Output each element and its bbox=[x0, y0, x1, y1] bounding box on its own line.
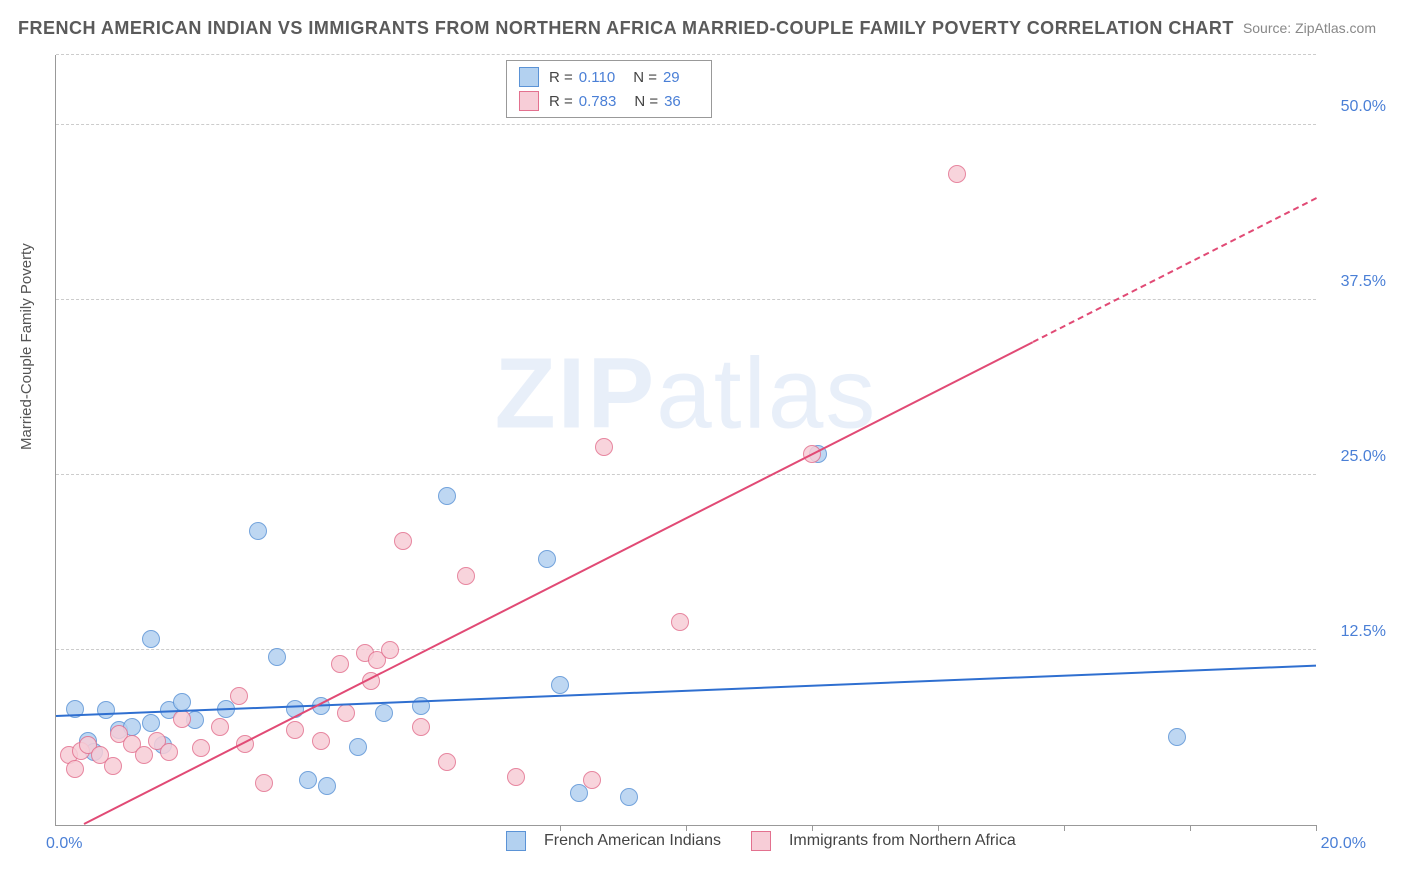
scatter-point bbox=[142, 630, 160, 648]
scatter-point bbox=[412, 718, 430, 736]
legend-n-label: N = bbox=[633, 69, 657, 86]
scatter-point bbox=[349, 738, 367, 756]
legend-r-value: 0.110 bbox=[579, 69, 615, 86]
scatter-point bbox=[438, 487, 456, 505]
x-axis-tick-mark bbox=[812, 825, 813, 831]
scatter-point bbox=[507, 768, 525, 786]
scatter-point bbox=[173, 710, 191, 728]
x-axis-tick-mark bbox=[1316, 825, 1317, 831]
scatter-point bbox=[66, 760, 84, 778]
scatter-plot-area: ZIPatlas R =0.110N =29R =0.783N =36 Fren… bbox=[55, 55, 1316, 826]
legend-r-label: R = bbox=[549, 69, 573, 86]
scatter-point bbox=[192, 739, 210, 757]
legend-series-label: Immigrants from Northern Africa bbox=[789, 832, 1016, 850]
legend-n-value: 29 bbox=[663, 69, 680, 86]
scatter-point bbox=[438, 753, 456, 771]
legend-swatch bbox=[519, 91, 539, 111]
scatter-point bbox=[135, 746, 153, 764]
scatter-point bbox=[394, 532, 412, 550]
gridline bbox=[56, 54, 1316, 55]
scatter-point bbox=[337, 704, 355, 722]
scatter-point bbox=[249, 522, 267, 540]
scatter-point bbox=[671, 613, 689, 631]
scatter-point bbox=[318, 777, 336, 795]
scatter-point bbox=[286, 721, 304, 739]
scatter-point bbox=[312, 732, 330, 750]
y-axis-tick-label: 50.0% bbox=[1326, 98, 1386, 116]
gridline bbox=[56, 649, 1316, 650]
x-axis-tick-origin: 0.0% bbox=[46, 835, 82, 853]
legend-row: R = 0.783 N = 36 bbox=[507, 89, 711, 113]
legend-n-label: N = bbox=[634, 93, 658, 110]
source-label: Source: bbox=[1243, 20, 1291, 36]
y-axis-tick-label: 37.5% bbox=[1326, 273, 1386, 291]
gridline bbox=[56, 124, 1316, 125]
scatter-point bbox=[538, 550, 556, 568]
legend-r-value: 0.783 bbox=[579, 93, 617, 110]
watermark: ZIPatlas bbox=[495, 336, 878, 451]
source-attribution: Source: ZipAtlas.com bbox=[1243, 20, 1376, 36]
scatter-point bbox=[375, 704, 393, 722]
legend-swatch bbox=[519, 67, 539, 87]
watermark-bold: ZIP bbox=[495, 337, 657, 449]
x-axis-tick-mark bbox=[1190, 825, 1191, 831]
scatter-point bbox=[583, 771, 601, 789]
legend-row: R = 0.110 N = 29 bbox=[507, 65, 711, 89]
scatter-point bbox=[331, 655, 349, 673]
legend-series-label: French American Indians bbox=[544, 832, 721, 850]
scatter-point bbox=[142, 714, 160, 732]
trend-line bbox=[1032, 197, 1316, 343]
gridline bbox=[56, 299, 1316, 300]
scatter-point bbox=[97, 701, 115, 719]
scatter-point bbox=[255, 774, 273, 792]
scatter-point bbox=[299, 771, 317, 789]
scatter-point bbox=[230, 687, 248, 705]
scatter-point bbox=[173, 693, 191, 711]
legend-r-label: R = bbox=[549, 93, 573, 110]
x-axis-tick-mark bbox=[1064, 825, 1065, 831]
scatter-point bbox=[551, 676, 569, 694]
scatter-point bbox=[160, 743, 178, 761]
scatter-point bbox=[595, 438, 613, 456]
scatter-point bbox=[1168, 728, 1186, 746]
scatter-point bbox=[620, 788, 638, 806]
y-axis-label: Married-Couple Family Poverty bbox=[18, 243, 35, 450]
series-legend: French American Indians Immigrants from N… bbox=[476, 831, 1016, 851]
x-axis-tick-mark bbox=[686, 825, 687, 831]
y-axis-tick-label: 25.0% bbox=[1326, 448, 1386, 466]
scatter-point bbox=[268, 648, 286, 666]
y-axis-tick-label: 12.5% bbox=[1326, 623, 1386, 641]
correlation-legend: R = 0.110 N = 29 R = 0.783 N = 36 bbox=[506, 60, 712, 118]
scatter-point bbox=[948, 165, 966, 183]
x-axis-tick-mark bbox=[560, 825, 561, 831]
legend-n-value: 36 bbox=[664, 93, 681, 110]
legend-swatch bbox=[751, 831, 771, 851]
scatter-point bbox=[457, 567, 475, 585]
gridline bbox=[56, 474, 1316, 475]
x-axis-tick-mark bbox=[938, 825, 939, 831]
chart-title: FRENCH AMERICAN INDIAN VS IMMIGRANTS FRO… bbox=[18, 18, 1234, 39]
trend-line bbox=[83, 341, 1033, 825]
watermark-light: atlas bbox=[656, 337, 877, 449]
scatter-point bbox=[381, 641, 399, 659]
scatter-point bbox=[104, 757, 122, 775]
source-link[interactable]: ZipAtlas.com bbox=[1295, 20, 1376, 36]
legend-swatch bbox=[506, 831, 526, 851]
x-axis-tick-end: 20.0% bbox=[1321, 835, 1366, 853]
scatter-point bbox=[211, 718, 229, 736]
